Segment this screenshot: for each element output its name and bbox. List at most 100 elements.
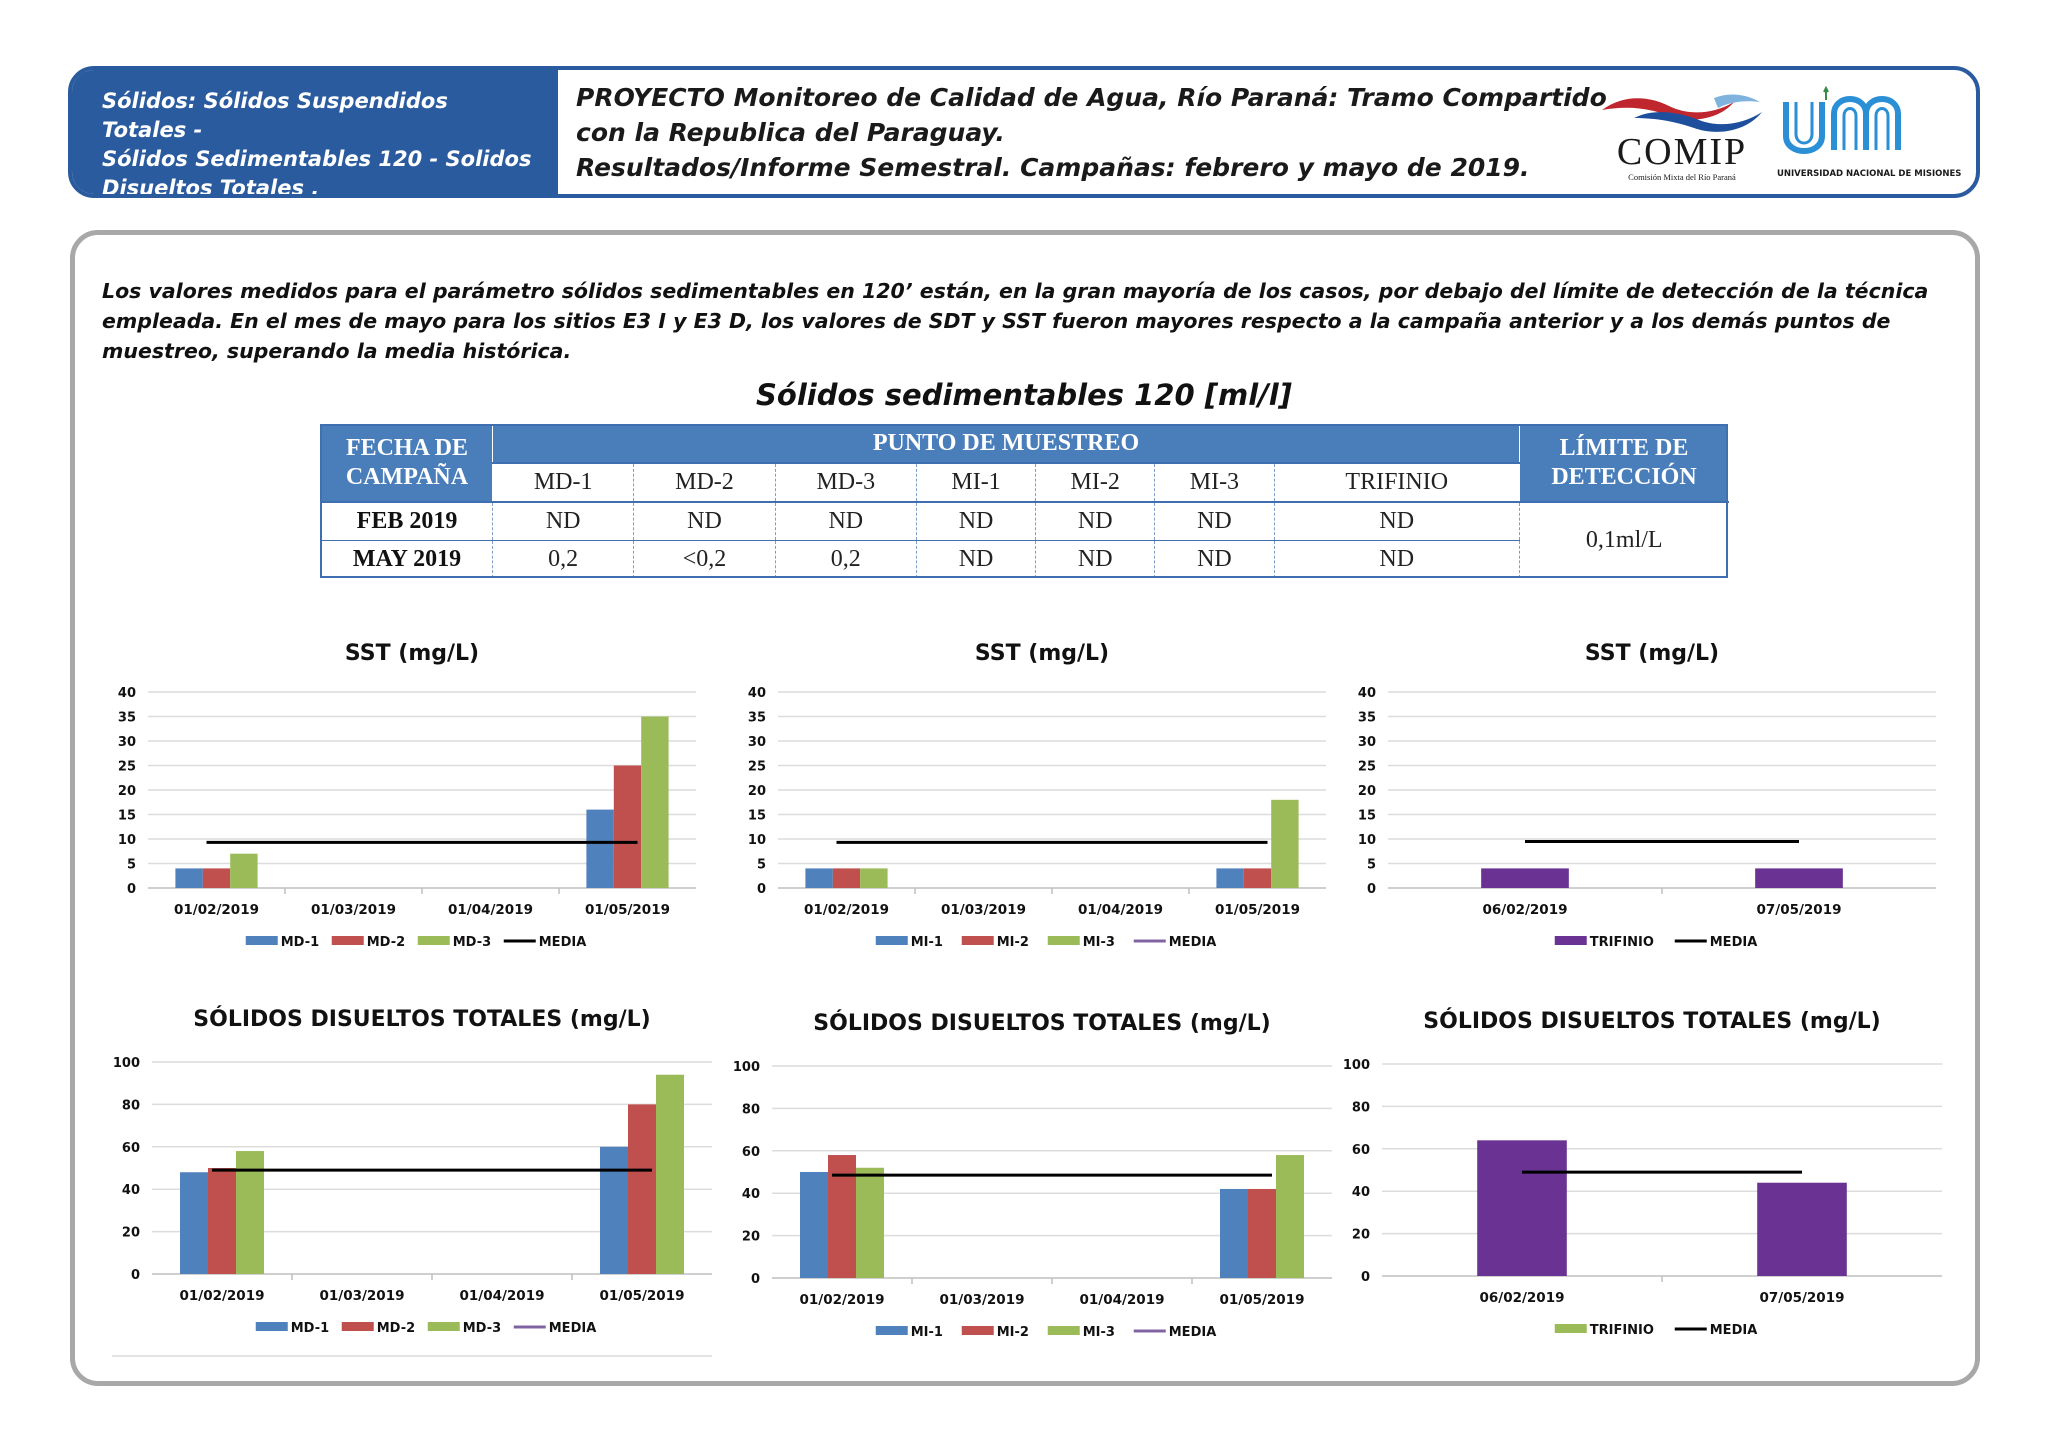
legend-label: TRIFINIO: [1590, 935, 1654, 950]
legend-label: MEDIA: [539, 935, 587, 950]
chart-sst-md: SST (mg/L) 0 5 10 15 20 25 30 35 40 01/02/2019 01/0…: [118, 641, 696, 950]
point-md2: MD-2: [633, 462, 776, 502]
legend-label: MI-1: [911, 935, 943, 950]
legend-label: MEDIA: [1710, 1323, 1758, 1338]
table-title: Sólidos sedimentables 120 [ml/l]: [756, 378, 1292, 412]
chart-title: SÓLIDOS DISUELTOS TOTALES (mg/L): [1423, 1008, 1880, 1034]
y-tick-label: 0: [1361, 1270, 1370, 1285]
legend-label: MI-3: [1083, 1325, 1115, 1340]
x-tick-label: 01/03/2019: [941, 902, 1026, 918]
x-tick-label: 06/02/2019: [1479, 1290, 1564, 1306]
y-tick-label: 20: [742, 1230, 760, 1245]
bar-mi-3: [1276, 1155, 1304, 1278]
bar-mi-2: [1248, 1188, 1276, 1278]
x-tick-label: 01/05/2019: [1219, 1292, 1304, 1308]
y-tick-label: 80: [122, 1098, 140, 1113]
table-cell: ND: [1035, 501, 1155, 541]
table-cell: 0,2: [774, 540, 917, 578]
limite-value: 0,1ml/L: [1519, 501, 1729, 578]
x-tick-label: 01/04/2019: [1079, 1292, 1164, 1308]
y-tick-label: 15: [118, 809, 136, 824]
bar-md-1: [600, 1146, 628, 1274]
bar-md-1: [586, 809, 614, 888]
section-title-line: Disueltos Totales .: [102, 176, 320, 198]
table-cell: ND: [633, 501, 776, 541]
y-tick-label: 60: [742, 1145, 760, 1160]
y-tick-label: 80: [1352, 1100, 1370, 1115]
bar-trifinio: [1481, 868, 1569, 888]
legend-swatch: [341, 1322, 374, 1331]
legend-label: MD-3: [453, 935, 491, 950]
table-cell: ND: [1035, 540, 1155, 578]
y-tick-label: 100: [113, 1056, 140, 1071]
x-tick-label: 01/02/2019: [179, 1288, 264, 1304]
x-tick-label: 01/05/2019: [585, 902, 670, 918]
project-title: PROYECTO Monitoreo de Calidad de Agua, R…: [576, 80, 1656, 185]
chart-sdt-mi: SÓLIDOS DISUELTOS TOTALES (mg/L) 0 20 40 60 8…: [733, 1010, 1332, 1340]
table-cell: ND: [1273, 540, 1520, 578]
header-limite: LÍMITE DE DETECCIÓN: [1519, 424, 1729, 503]
y-tick-label: 40: [118, 686, 136, 701]
bar-mi-1: [1216, 868, 1244, 888]
legend-label: MI-2: [997, 1325, 1029, 1340]
y-tick-label: 40: [748, 686, 766, 701]
y-tick-label: 20: [122, 1226, 140, 1241]
table-cell: <0,2: [633, 540, 776, 578]
x-tick-label: 01/05/2019: [1215, 902, 1300, 918]
bar-mi-2: [828, 1155, 856, 1278]
legend-swatch: [875, 936, 908, 945]
x-tick-label: 01/04/2019: [448, 902, 533, 918]
y-tick-label: 5: [127, 858, 136, 873]
bar-trifinio: [1477, 1140, 1567, 1276]
y-tick-label: 10: [118, 833, 136, 848]
chart-sst-mi: SST (mg/L) 0 5 10 15 20 25 30 35 40 01/02/2019 01/0…: [748, 641, 1326, 950]
x-tick-label: 01/02/2019: [799, 1292, 884, 1308]
header-fecha-text: FECHA DE CAMPAÑA: [345, 435, 469, 490]
legend-label: TRIFINIO: [1590, 1323, 1654, 1338]
unam-leaf-icon: [1823, 85, 1829, 100]
chart-sdt-trifinio: SÓLIDOS DISUELTOS TOTALES (mg/L) 0 20 40 60 8…: [1343, 1008, 1942, 1338]
legend-swatch: [331, 936, 364, 945]
comip-wave-red: [1602, 98, 1734, 120]
comip-logo: COMIP Comisión Mixta del Río Paraná: [1602, 94, 1762, 182]
table-row: MAY 2019 0,2 <0,2 0,2 ND ND ND ND: [321, 540, 1729, 578]
legend-label: MI-2: [997, 935, 1029, 950]
legend-label: MD-2: [367, 935, 405, 950]
legend-label: MD-1: [291, 1321, 329, 1336]
comip-name: COMIP: [1617, 131, 1747, 173]
y-tick-label: 40: [742, 1187, 760, 1202]
chart-title: SÓLIDOS DISUELTOS TOTALES (mg/L): [813, 1010, 1270, 1036]
point-mi1: MI-1: [915, 462, 1036, 502]
legend-swatch: [1554, 1324, 1587, 1333]
y-tick-label: 40: [1352, 1185, 1370, 1200]
legend-label: MEDIA: [549, 1321, 597, 1336]
bar-mi-1: [805, 868, 833, 888]
bar-md-2: [208, 1168, 236, 1274]
bar-mi-2: [832, 868, 861, 888]
header-limite-text: LÍMITE DE DETECCIÓN: [1551, 435, 1697, 490]
unam-letter-u: [1783, 102, 1825, 154]
chart-sst-trifinio: SST (mg/L) 0 5 10 15 20 25 30 35 40 06/02/2019 07/0…: [1358, 641, 1936, 950]
table-cell: ND: [1154, 540, 1274, 578]
table-cell: ND: [915, 540, 1036, 578]
bar-mi-3: [856, 1167, 884, 1278]
point-trifinio: TRIFINIO: [1273, 462, 1520, 502]
chart-title: SST (mg/L): [1585, 641, 1719, 666]
project-title-line: Resultados/Informe Semestral. Campañas: …: [576, 153, 1530, 182]
intro-paragraph: Los valores medidos para el parámetro só…: [102, 279, 1929, 363]
section-title-line: Sólidos: Sólidos Suspendidos Totales -: [102, 89, 448, 142]
bar-mi-1: [1220, 1188, 1248, 1278]
y-tick-label: 0: [1367, 882, 1376, 897]
y-tick-label: 25: [118, 760, 136, 775]
point-md3: MD-3: [774, 462, 917, 502]
y-tick-label: 25: [748, 760, 766, 775]
sedimentables-table: FECHA DE CAMPAÑA PUNTO DE MUESTREO LÍMIT…: [321, 424, 1729, 578]
bar-md-1: [180, 1172, 208, 1274]
bar-md-2: [628, 1104, 656, 1274]
chart-sdt-md: SÓLIDOS DISUELTOS TOTALES (mg/L) 0 20 40 60 8…: [113, 1006, 712, 1336]
x-tick-label: 06/02/2019: [1482, 902, 1567, 918]
bar-mi-2: [1243, 868, 1272, 888]
unam-letter-m-inner: [1842, 107, 1890, 150]
y-tick-label: 20: [1358, 784, 1376, 799]
comip-subtitle: Comisión Mixta del Río Paraná: [1628, 172, 1736, 182]
